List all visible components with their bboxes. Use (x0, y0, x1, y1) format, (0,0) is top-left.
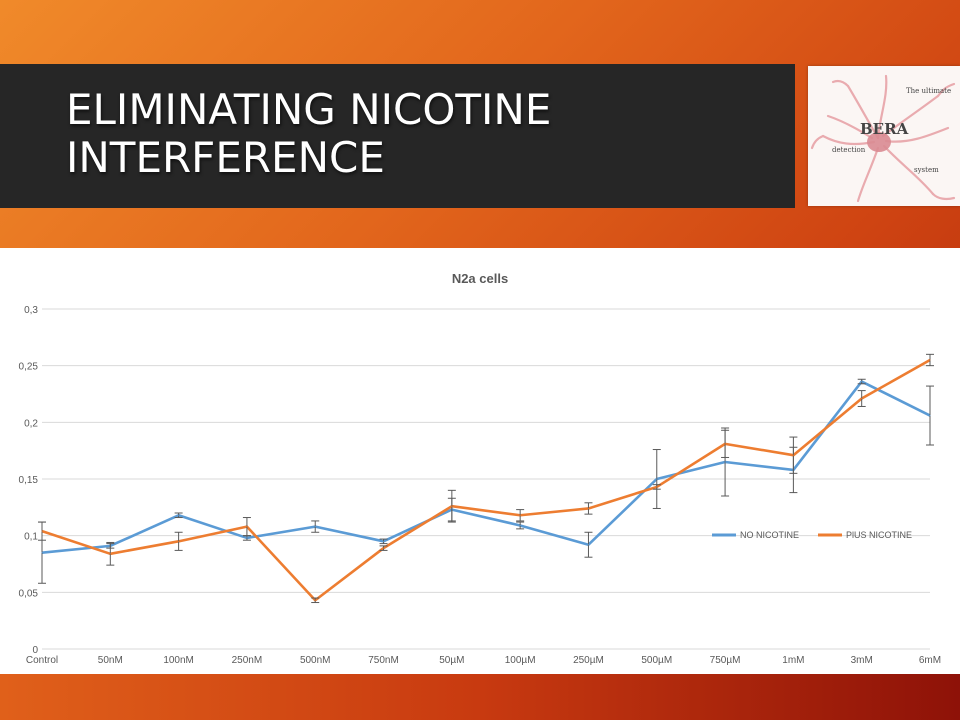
neuron-logo-icon: BERA The ultimate detection system (810, 74, 956, 203)
bottom-strip (0, 674, 960, 720)
series-line (41, 358, 931, 602)
data-point (724, 443, 726, 445)
data-point (929, 359, 931, 361)
logo-tagline-right: system (914, 166, 939, 174)
legend-label: NO NICOTINE (740, 530, 799, 540)
data-point (383, 540, 385, 542)
data-point (178, 540, 180, 542)
x-tick-label: 100nM (163, 655, 194, 666)
series-line (41, 380, 931, 554)
data-point (724, 461, 726, 463)
data-point (246, 526, 248, 528)
logo-tagline-left: detection (832, 146, 866, 154)
data-point (519, 524, 521, 526)
data-point (246, 537, 248, 539)
x-tick-label: 100µM (505, 655, 536, 666)
data-point (861, 381, 863, 383)
data-point (792, 454, 794, 456)
data-point (178, 514, 180, 516)
y-tick-label: 0,2 (24, 418, 38, 429)
chart-title: N2a cells (452, 271, 508, 286)
y-axis-ticks: 0 0,05 0,1 0,15 0,2 0,25 0,3 (19, 305, 39, 656)
series-plus-nicotine (38, 353, 934, 604)
logo-tagline-top: The ultimate (906, 87, 951, 95)
data-point (656, 486, 658, 488)
slide-title: ELIMINATING NICOTINE INTERFERENCE (66, 86, 766, 182)
series-no-nicotine (38, 378, 934, 584)
x-tick-label: 50µM (439, 655, 464, 666)
data-point (109, 553, 111, 555)
x-tick-label: 3mM (851, 655, 873, 666)
series-layer (38, 353, 934, 604)
y-tick-label: 0,3 (24, 305, 38, 316)
slide-title-line-1: ELIMINATING NICOTINE (66, 85, 552, 134)
title-bar (0, 64, 795, 208)
x-tick-label: 250µM (573, 655, 604, 666)
y-tick-label: 0,1 (24, 532, 38, 543)
x-tick-label: 750nM (368, 655, 399, 666)
chart-panel: N2a cells 0 0,05 0,1 0,15 0,2 0,25 0,3 Control… (0, 248, 960, 674)
line-chart: N2a cells 0 0,05 0,1 0,15 0,2 0,25 0,3 Control… (19, 271, 942, 666)
data-point (383, 547, 385, 549)
y-tick-label: 0,15 (19, 475, 39, 486)
x-tick-label: 1mM (782, 655, 804, 666)
x-tick-label: Control (26, 655, 58, 666)
x-tick-label: 250nM (232, 655, 263, 666)
x-tick-label: 750µM (710, 655, 741, 666)
bera-logo: BERA The ultimate detection system (808, 66, 960, 206)
data-point (314, 599, 316, 601)
logo-name: BERA (860, 120, 909, 138)
data-point (41, 552, 43, 554)
data-point (314, 526, 316, 528)
data-point (656, 478, 658, 480)
data-point (861, 398, 863, 400)
data-point (587, 507, 589, 509)
data-point (929, 415, 931, 417)
data-point (587, 544, 589, 546)
x-tick-label: 6mM (919, 655, 941, 666)
x-tick-label: 500nM (300, 655, 331, 666)
y-tick-label: 0 (32, 645, 38, 656)
legend: NO NICOTINE PlUS NICOTINE (712, 530, 912, 540)
y-tick-label: 0,05 (19, 588, 39, 599)
y-tick-label: 0,25 (19, 362, 39, 373)
x-tick-label: 500µM (641, 655, 672, 666)
data-point (451, 505, 453, 507)
slide-title-line-2: INTERFERENCE (66, 133, 385, 182)
data-point (519, 514, 521, 516)
x-axis-ticks: Control 50nM 100nM 250nM 500nM 750nM 50µM 100µM… (26, 655, 941, 666)
legend-label: PlUS NICOTINE (846, 530, 912, 540)
data-point (41, 530, 43, 532)
x-tick-label: 50nM (98, 655, 123, 666)
gridlines (42, 308, 930, 650)
